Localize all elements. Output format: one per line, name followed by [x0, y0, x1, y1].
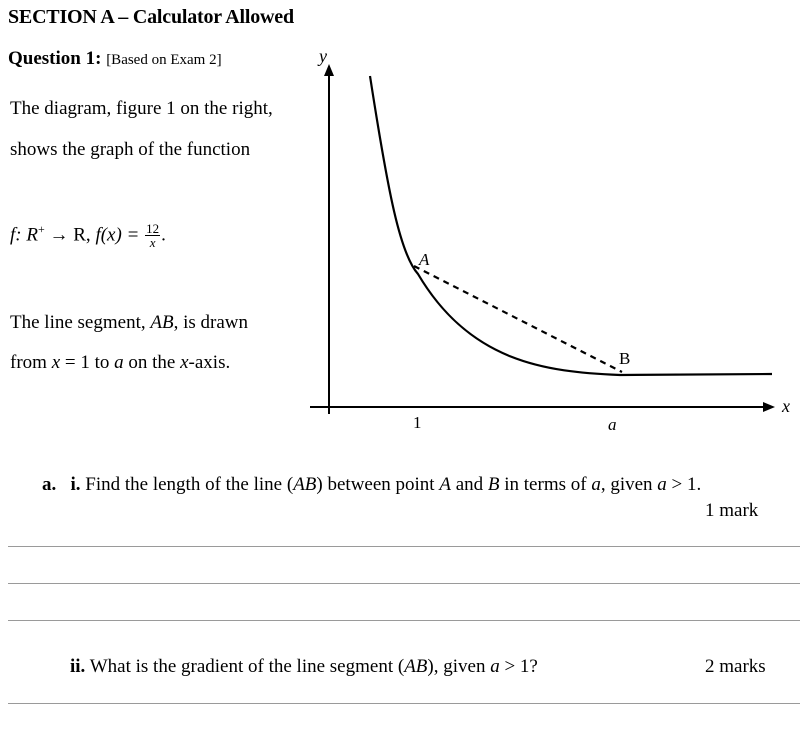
function-definition: f: R+ → R, f(x) = 12 x. [10, 222, 166, 249]
segment-text: The line segment, [10, 312, 151, 333]
segment-var-x: x [51, 352, 61, 373]
question-label: Question 1: [8, 48, 102, 69]
section-title: SECTION A – Calculator Allowed [8, 6, 294, 28]
answer-line[interactable] [8, 703, 800, 704]
segment-line-2: from x = 1 to a on the x-axis. [10, 352, 230, 374]
sub-part-label: i. [70, 474, 81, 495]
segment-text: from [10, 352, 52, 373]
marks-a-ii: 2 marks [705, 656, 766, 677]
var-a: a [490, 656, 500, 677]
var-ab: AB [404, 656, 428, 677]
function-arrow: → R, [44, 224, 96, 246]
tick-1-label: 1 [413, 413, 422, 432]
function-domain-sup: + [37, 222, 45, 236]
question-text: , given [600, 474, 658, 495]
sub-part-label: ii. [70, 656, 86, 677]
function-fx: f(x) = [95, 224, 145, 246]
segment-var-ab: AB [150, 312, 174, 333]
fraction-numerator: 12 [145, 221, 161, 237]
question-text: in terms of [499, 474, 592, 495]
intro-line-2: shows the graph of the function [10, 139, 251, 160]
segment-text: on the [123, 352, 181, 373]
answer-line[interactable] [8, 620, 800, 621]
function-curve [368, 75, 773, 377]
var-a: a [591, 474, 601, 495]
y-axis-arrow [324, 64, 334, 76]
var-b: B [487, 474, 500, 495]
intro-line-1: The diagram, figure 1 on the right, [10, 98, 273, 119]
question-text: > 1? [499, 656, 538, 677]
function-domain: f: R [10, 224, 38, 246]
question-source-note: [Based on Exam 2] [106, 52, 222, 68]
question-text: Find the length of the line ( [80, 474, 294, 495]
marks-a-i: 1 mark [705, 500, 759, 521]
segment-text: , is drawn [173, 312, 248, 333]
y-axis-label: y [317, 46, 327, 66]
segment-var-a: a [114, 352, 124, 373]
var-ab: AB [293, 474, 317, 495]
function-graph: y x A B 1 a [310, 46, 790, 434]
segment-line-1: The line segment, AB, is drawn [10, 312, 248, 334]
segment-var-x: x [180, 352, 189, 373]
question-text: What is the gradient of the line segment… [85, 656, 405, 677]
question-text: and [450, 474, 488, 495]
segment-ab [413, 265, 623, 373]
var-a: a [657, 474, 667, 495]
question-text: ), given [427, 656, 491, 677]
point-b-label: B [619, 349, 630, 368]
part-label: a. [42, 474, 57, 495]
segment-text: -axis. [188, 352, 231, 373]
var-a: A [439, 474, 451, 495]
answer-line[interactable] [8, 583, 800, 584]
question-part-a-i: a. i. Find the length of the line (AB) b… [42, 474, 701, 496]
answer-line[interactable] [8, 546, 800, 547]
x-axis-arrow [763, 402, 775, 412]
question-text: > 1. [666, 474, 702, 495]
question-title: Question 1: [Based on Exam 2] [8, 48, 222, 70]
point-a-label: A [418, 250, 430, 269]
fraction-denominator: x [149, 235, 156, 251]
question-part-a-ii: ii. What is the gradient of the line seg… [70, 656, 538, 678]
x-axis-label: x [781, 396, 790, 416]
function-fraction: 12 x [145, 221, 161, 251]
function-suffix: . [161, 224, 166, 246]
tick-a-label: a [608, 415, 617, 434]
segment-text: = 1 to [60, 352, 115, 373]
question-text: ) between point [316, 474, 440, 495]
